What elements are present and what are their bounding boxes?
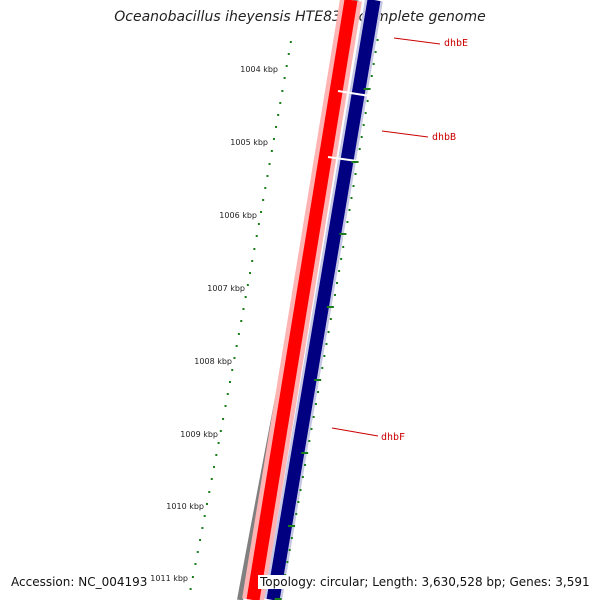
ruler-label-1009: 1009 kbp [180, 430, 218, 439]
leader-dhbE [393, 37, 441, 45]
ruler-label-1006: 1006 kbp [219, 211, 257, 220]
ruler-label-1004: 1004 kbp [240, 65, 278, 74]
ruler-labels: 1004 kbp 1005 kbp 1006 kbp 1007 kbp 1008… [150, 65, 278, 583]
ruler-label-1008: 1008 kbp [194, 357, 232, 366]
ruler-label-1007: 1007 kbp [207, 284, 245, 293]
accession-text: Accession: NC_004193 [9, 575, 150, 589]
leader-dhbF [331, 427, 379, 437]
topology-text: Topology: circular; Length: 3,630,528 bp… [258, 575, 592, 589]
gene-label-dhbB[interactable]: dhbB [432, 132, 456, 143]
gene-leaders [331, 37, 441, 437]
strand-ticks [274, 39, 379, 600]
gene-label-dhbF[interactable]: dhbF [381, 432, 405, 443]
map-title: Oceanobacillus iheyensis HTE831, complet… [114, 9, 486, 25]
leader-dhbB [381, 130, 429, 138]
ruler-label-1010: 1010 kbp [166, 502, 204, 511]
reverse-strand-track [266, 0, 381, 600]
ruler-label-1011: 1011 kbp [150, 574, 188, 583]
ruler-label-1005: 1005 kbp [230, 138, 268, 147]
gene-labels: dhbE dhbB dhbF [381, 38, 468, 443]
forward-strand-track [246, 0, 358, 600]
ruler-ticks [189, 41, 292, 590]
gene-label-dhbE[interactable]: dhbE [444, 38, 468, 49]
